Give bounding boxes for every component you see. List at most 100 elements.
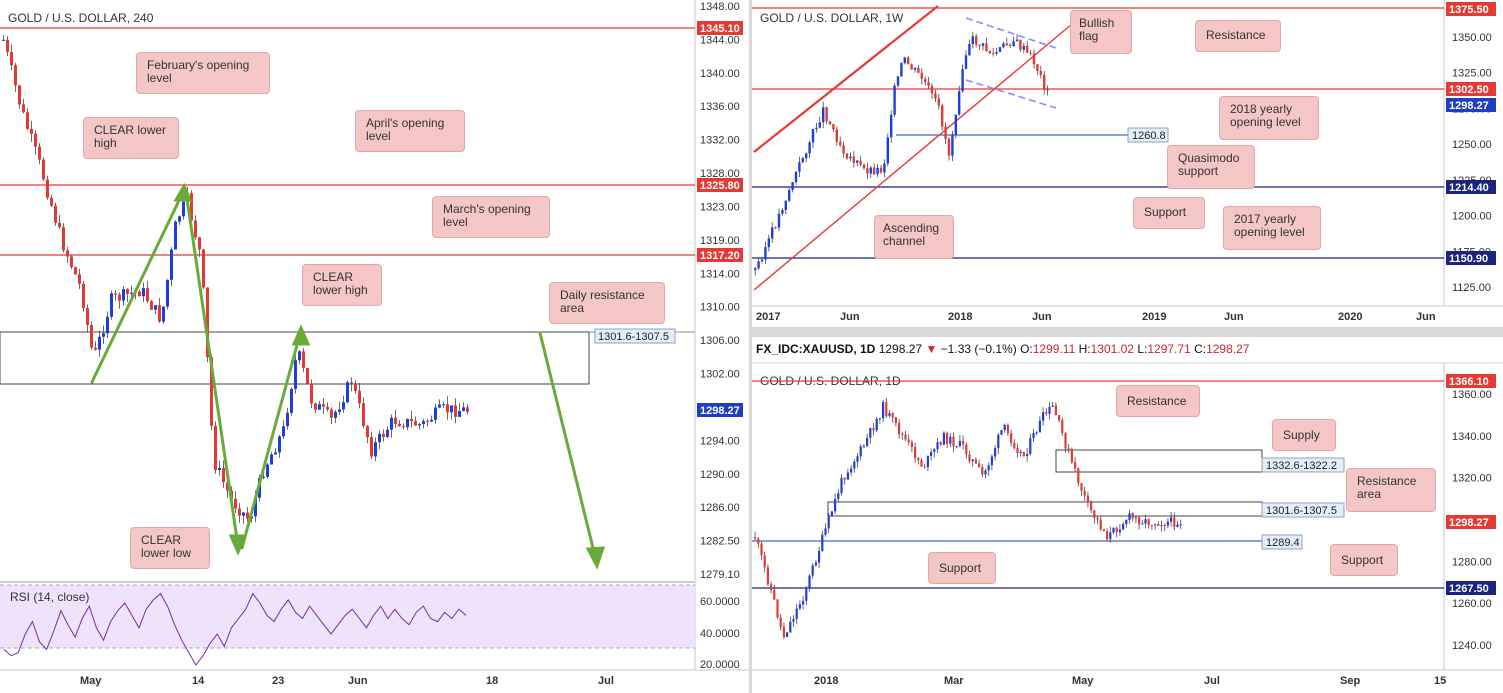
callout-2017-yearly: 2017 yearly opening level	[1223, 206, 1321, 250]
resistance-area-zone	[827, 501, 1263, 517]
d-candle	[808, 575, 811, 589]
d-candle	[981, 467, 984, 475]
d-time-may: May	[1072, 675, 1094, 687]
w-candle	[985, 43, 988, 51]
w-candle	[879, 167, 883, 173]
h4-time-23: 23	[272, 675, 284, 687]
rsi-axis-40: 40.0000	[700, 628, 740, 640]
arrowhead-2	[228, 534, 248, 556]
w-candle	[978, 44, 981, 46]
w-candle	[958, 91, 961, 115]
w-candle	[784, 200, 787, 211]
d-candle	[818, 550, 821, 563]
h4-candle	[130, 292, 133, 294]
d-candle	[1013, 442, 1016, 449]
d-price-tick-5: 1260.00	[1452, 598, 1492, 610]
h4-candle	[306, 367, 309, 384]
w-candle	[760, 259, 764, 262]
w-price-tick-7: 1125.00	[1452, 282, 1491, 294]
d-candle	[837, 493, 840, 500]
h4-candle	[46, 179, 49, 198]
daily-chart-panel[interactable]: FX_IDC:XAUUSD, 1D 1298.27 ▼ −1.33 (−0.1%…	[752, 337, 1503, 693]
h4-candle	[62, 227, 65, 251]
h4-chart-panel[interactable]: GOLD / U.S. DOLLAR, 240 1348.00 1	[0, 0, 749, 693]
h4-candle	[90, 324, 93, 348]
flag-lower	[965, 79, 1057, 109]
h4-candle	[270, 454, 273, 465]
w-candle	[777, 213, 781, 228]
d-candle	[1080, 483, 1083, 491]
callout-d-supply: Supply	[1272, 419, 1336, 451]
w-candle	[1009, 45, 1012, 47]
tag-1325: 1325.80	[700, 180, 740, 192]
w-candle	[822, 107, 825, 123]
wtag-1302: 1302.50	[1449, 84, 1489, 96]
h4-candle	[262, 476, 265, 479]
h4-candle	[286, 412, 289, 427]
h4-candle	[222, 468, 225, 483]
d-candle	[1166, 521, 1169, 526]
callout-d-resistance: Resistance	[1116, 385, 1200, 417]
h4-chart[interactable]: 1348.00 1344.00 1340.00 1336.00 1332.00 1328.…	[0, 0, 749, 693]
d-candle	[757, 538, 760, 544]
d-candle	[1154, 524, 1157, 526]
h4-candle	[166, 279, 169, 307]
d-candle	[994, 448, 997, 457]
w-candle	[890, 114, 893, 138]
h4-candle	[154, 305, 157, 310]
w-candle	[1019, 39, 1022, 50]
d-candle	[1093, 510, 1096, 518]
h4-candle	[26, 112, 29, 129]
symbol-header: FX_IDC:XAUUSD, 1D 1298.27 ▼ −1.33 (−0.1%…	[752, 337, 1503, 362]
down-triangle-icon: ▼	[925, 342, 938, 356]
h4-candle	[442, 404, 445, 406]
w-candle	[764, 247, 767, 260]
w-candle	[876, 167, 879, 175]
d-price-tick-0: 1360.00	[1452, 389, 1492, 401]
h4-candle	[22, 104, 25, 113]
h4-candle	[330, 409, 333, 418]
w-candle	[1029, 52, 1032, 54]
d-candle	[1006, 424, 1009, 434]
weekly-chart-panel[interactable]: GOLD / U.S. DOLLAR, 1W 1350.001325.00127…	[752, 0, 1503, 327]
h4-candle	[50, 197, 53, 206]
w-candle	[811, 129, 815, 143]
h4-candle	[58, 222, 61, 228]
d-candle	[1064, 433, 1067, 449]
w-candle	[944, 126, 947, 139]
d-candle	[984, 470, 987, 475]
d-candle	[859, 446, 862, 457]
w-candle	[964, 55, 968, 69]
h4-candle	[466, 407, 469, 412]
h4-candle	[334, 411, 337, 418]
d-candle	[811, 565, 814, 576]
d-candle	[885, 402, 888, 417]
d-candle	[1160, 525, 1163, 527]
w-candle	[866, 168, 869, 174]
w-candle	[856, 160, 859, 163]
projection-arrowhead	[585, 546, 606, 570]
d-candle	[1176, 524, 1179, 527]
h4-candle	[162, 306, 165, 322]
callout-d-support-left: Support	[928, 552, 996, 584]
daily-chart[interactable]: 1360.001340.001320.001300.001280.001260.…	[752, 337, 1503, 693]
d-candle	[1122, 524, 1125, 530]
w-candle	[767, 238, 770, 248]
weekly-candles	[754, 31, 1049, 276]
d-candle	[1042, 412, 1045, 421]
d-candle	[1163, 525, 1166, 527]
weekly-chart[interactable]: 1350.001325.001275.001250.001225.001200.…	[752, 0, 1503, 327]
d-candle	[962, 440, 965, 445]
w-price-tick-5: 1200.00	[1452, 211, 1492, 223]
wtag-1298: 1298.27	[1449, 100, 1489, 112]
h4-candle	[394, 417, 397, 424]
w-time-2020: 2020	[1338, 311, 1362, 323]
w-time-jun17: Jun	[840, 311, 860, 323]
callout-daily-resistance: Daily resistance area	[549, 282, 665, 324]
h4-candles	[2, 35, 469, 524]
h4-candle	[42, 159, 45, 180]
dtag-supply: 1332.6-1322.2	[1266, 460, 1337, 472]
w-candle	[937, 98, 940, 106]
h4-candle	[354, 383, 357, 391]
h4-candle	[302, 351, 305, 368]
